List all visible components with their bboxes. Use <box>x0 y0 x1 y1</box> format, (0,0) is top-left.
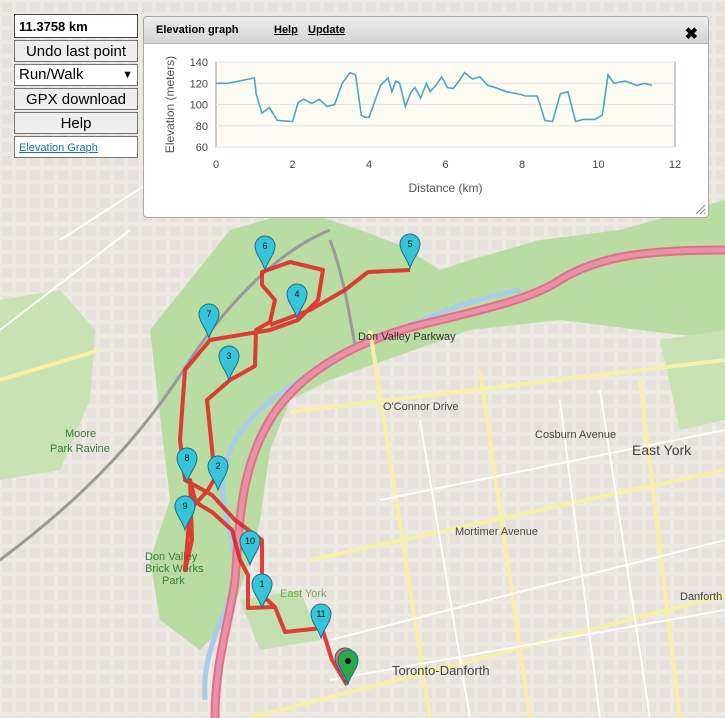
y-tick-label: 120 <box>190 78 208 90</box>
y-tick-label: 140 <box>190 57 208 69</box>
route-marker-pin[interactable] <box>198 303 220 340</box>
route-marker-label: 6 <box>262 241 267 251</box>
x-tick-label: 10 <box>592 159 604 171</box>
svg-text:Danforth: Danforth <box>680 591 722 603</box>
route-markers: 1 2 3 4 5 6 7 8 9 10 11 <box>174 233 421 686</box>
route-marker-label: 2 <box>215 461 220 471</box>
route-marker-pin[interactable] <box>254 235 276 272</box>
total-distance: 11.3758 km <box>14 14 138 38</box>
control-panel: 11.3758 km Undo last point Run/Walk ▼ GP… <box>14 14 138 158</box>
end-marker-dot <box>345 658 351 664</box>
route-marker-label: 9 <box>182 501 187 511</box>
elevation-graph-link-box: Elevation Graph <box>14 136 138 158</box>
gpx-download-button[interactable]: GPX download <box>14 88 138 110</box>
route-marker-pin[interactable] <box>176 447 198 484</box>
x-tick-label: 4 <box>366 159 372 171</box>
svg-text:Mortimer Avenue: Mortimer Avenue <box>455 526 538 538</box>
activity-select[interactable]: Run/Walk ▼ <box>14 64 138 86</box>
elevation-graph-title: Elevation graph <box>156 24 239 36</box>
svg-text:O'Connor Drive: O'Connor Drive <box>383 401 458 413</box>
graph-help-link[interactable]: Help <box>274 24 298 36</box>
railway <box>0 228 331 562</box>
elevation-graph-header[interactable]: Elevation graph Help Update ✖ <box>144 17 708 44</box>
svg-text:Park: Park <box>162 575 185 587</box>
x-axis-label: Distance (km) <box>408 181 482 195</box>
svg-text:Moore: Moore <box>65 428 96 440</box>
x-tick-label: 12 <box>669 159 681 171</box>
route-marker-pin[interactable] <box>251 573 273 610</box>
y-axis-label: Elevation (meters) <box>163 56 177 153</box>
svg-text:Toronto-Danforth: Toronto-Danforth <box>392 663 490 678</box>
resize-handle-icon[interactable] <box>694 203 706 215</box>
minor-streets <box>0 149 725 718</box>
route-marker-pin[interactable] <box>218 345 240 382</box>
route-marker-pin[interactable] <box>174 495 196 532</box>
route-marker-label: 1 <box>259 579 264 589</box>
x-tick-label: 0 <box>213 159 219 171</box>
svg-text:Park Ravine: Park Ravine <box>50 443 110 455</box>
graph-update-link[interactable]: Update <box>308 24 346 36</box>
x-tick-label: 8 <box>519 159 525 171</box>
y-tick-label: 80 <box>196 121 208 133</box>
chevron-down-icon: ▼ <box>122 69 133 81</box>
route-marker-pin[interactable] <box>310 603 332 640</box>
route-marker-label: 8 <box>184 453 189 463</box>
map-labels: O'Connor Drive Cosburn Avenue Mortimer A… <box>50 331 722 678</box>
undo-last-point-button[interactable]: Undo last point <box>14 40 138 62</box>
elevation-series-line <box>216 71 653 123</box>
svg-text:East York: East York <box>280 588 327 600</box>
elevation-graph-window: Elevation graph Help Update ✖ 60 80 100 120… <box>143 16 709 218</box>
activity-select-value: Run/Walk <box>19 66 84 83</box>
x-tick-label: 2 <box>289 159 295 171</box>
route-marker-label: 10 <box>245 536 255 546</box>
y-tick-label: 100 <box>190 100 208 112</box>
route-marker-pin[interactable] <box>286 283 308 320</box>
route-marker-pin[interactable] <box>239 530 261 567</box>
elevation-graph-link[interactable]: Elevation Graph <box>19 142 98 154</box>
route-marker-label: 4 <box>294 289 299 299</box>
help-button[interactable]: Help <box>14 112 138 134</box>
route-marker-label: 7 <box>206 309 211 319</box>
route-marker-pin[interactable] <box>399 233 421 270</box>
y-tick-label: 60 <box>196 142 208 154</box>
svg-text:East York: East York <box>632 442 692 458</box>
route-marker-pin[interactable] <box>207 455 229 492</box>
route-marker-label: 11 <box>316 609 325 619</box>
route-marker-label: 3 <box>226 351 231 361</box>
svg-text:Brick Works: Brick Works <box>145 563 204 575</box>
svg-text:Don Valley Parkway: Don Valley Parkway <box>358 331 456 343</box>
end-marker-pin[interactable] <box>337 649 359 686</box>
close-icon[interactable]: ✖ <box>684 26 698 43</box>
route-marker-label: 5 <box>407 239 412 249</box>
elevation-chart: 60 80 100 120 140 0 2 4 6 8 10 12 Distance (km) Eleva… <box>163 56 681 195</box>
svg-text:Cosburn Avenue: Cosburn Avenue <box>535 429 616 441</box>
x-tick-label: 6 <box>442 159 448 171</box>
streets <box>0 329 725 718</box>
